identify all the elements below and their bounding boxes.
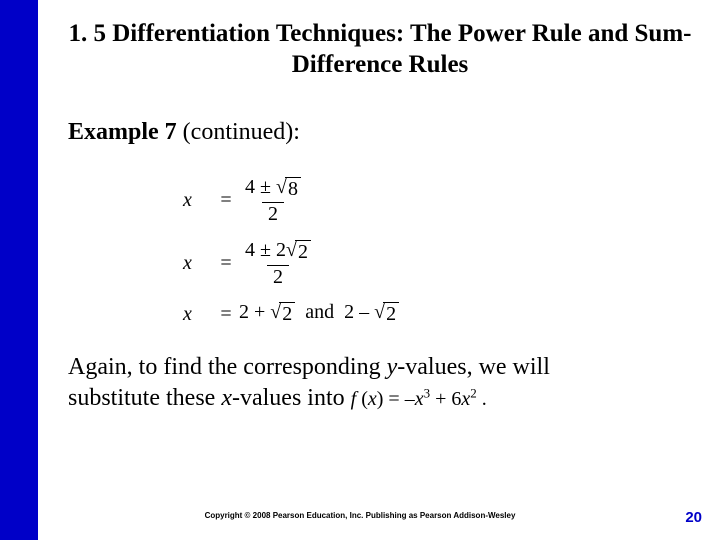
eq-equals: = [213,253,239,273]
numerator: 4 ± 2√2 [239,239,317,265]
sqrt: √2 [286,240,311,264]
equation-3: x = 2 + √2and2 – √2 [183,302,692,326]
eq-equals: = [213,190,239,210]
denominator: 2 [262,202,284,225]
equation-block: x = 4 ± √8 2 x = 4 ± 2√2 2 x = 2 [183,176,692,326]
example-number: Example 7 [68,119,183,145]
numerator: 4 ± √8 [239,176,307,202]
equation-2: x = 4 ± 2√2 2 [183,239,692,288]
function-expression: f (x) = –x3 + 6x2 . [351,388,487,410]
eq3-expression: 2 + √2and2 – √2 [239,302,399,326]
equation-1: x = 4 ± √8 2 [183,176,692,225]
eq-var: x [183,253,213,273]
eq-equals: = [213,304,239,324]
example-continued: (continued): [183,119,300,145]
slide-title: 1. 5 Differentiation Techniques: The Pow… [68,18,692,81]
body-paragraph: Again, to find the corresponding y-value… [68,352,692,414]
sqrt: √8 [276,177,301,201]
sqrt: √2 [270,302,295,326]
copyright-text: Copyright © 2008 Pearson Education, Inc.… [0,511,720,520]
denominator: 2 [267,265,289,288]
sidebar-stripe [0,0,38,540]
eq-var: x [183,190,213,210]
example-heading: Example 7 (continued): [68,119,692,146]
page-number: 20 [685,509,702,526]
fraction: 4 ± 2√2 2 [239,239,317,288]
sqrt: √2 [374,302,399,326]
fraction: 4 ± √8 2 [239,176,307,225]
eq-var: x [183,304,213,324]
slide-content: 1. 5 Differentiation Techniques: The Pow… [38,0,720,540]
